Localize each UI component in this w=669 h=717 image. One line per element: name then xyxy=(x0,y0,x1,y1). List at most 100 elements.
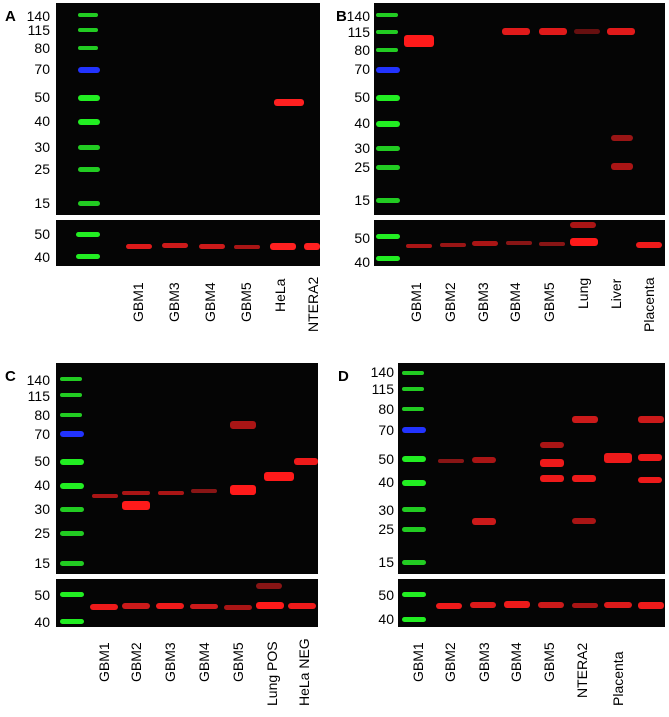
mw-label-25: 25 xyxy=(34,525,50,541)
lane-label: NTERA2 xyxy=(305,276,321,332)
red-band xyxy=(572,416,598,423)
ladder-band xyxy=(376,234,400,239)
lane-label: Liver xyxy=(608,278,624,309)
mw-label-50: 50 xyxy=(34,89,50,105)
red-band xyxy=(638,454,662,461)
lane-label: GBM4 xyxy=(202,282,218,322)
red-band xyxy=(92,494,118,498)
main-blot xyxy=(398,363,665,574)
ladder-band xyxy=(76,254,100,259)
ladder-band xyxy=(60,483,84,489)
red-band xyxy=(638,416,664,423)
mw-label-25: 25 xyxy=(378,521,394,537)
loading-blot xyxy=(398,579,665,627)
red-band xyxy=(572,475,596,482)
mw-label-80: 80 xyxy=(378,401,394,417)
red-band xyxy=(604,453,632,463)
red-band xyxy=(438,459,464,463)
panel-a: A 140 115 80 70 50 40 30 25 15 50 40 GBM… xyxy=(0,0,334,355)
panel-c: C 140 115 80 70 50 40 30 25 15 50 40 xyxy=(0,360,334,717)
mw-label-50: 50 xyxy=(34,587,50,603)
red-band xyxy=(502,28,530,35)
ladder-band xyxy=(402,560,426,565)
mw-label-140: 140 xyxy=(26,8,50,24)
ladder-band xyxy=(376,198,400,203)
lane-label: GBM2 xyxy=(442,642,458,682)
lane-label: GBM1 xyxy=(96,642,112,682)
red-band xyxy=(504,601,530,608)
red-band xyxy=(274,99,304,106)
ladder-band xyxy=(60,561,84,566)
mw-label-80: 80 xyxy=(34,407,50,423)
mw-label-70: 70 xyxy=(34,426,50,442)
red-band xyxy=(540,459,564,467)
ladder-band-blue xyxy=(402,427,426,433)
ladder-band-blue xyxy=(60,431,84,437)
ladder-band xyxy=(60,393,82,397)
mw-label-15: 15 xyxy=(354,192,370,208)
lane-label: GBM4 xyxy=(196,642,212,682)
red-band xyxy=(472,518,496,525)
loading-blot xyxy=(56,579,318,627)
ladder-band xyxy=(376,30,398,34)
red-band xyxy=(539,28,567,35)
ladder-band xyxy=(78,13,98,17)
mw-label-40: 40 xyxy=(354,115,370,131)
red-band xyxy=(256,602,284,609)
ladder-band xyxy=(376,13,398,17)
panel-letter: B xyxy=(336,8,347,25)
lane-label: GBM4 xyxy=(507,282,523,322)
ladder-band-blue xyxy=(78,67,100,73)
red-band xyxy=(440,243,466,247)
loading-blot xyxy=(56,220,320,266)
mw-label-140: 140 xyxy=(346,8,370,24)
ladder-band xyxy=(60,507,84,512)
red-band xyxy=(122,501,150,510)
lane-label: HeLa NEG xyxy=(296,638,312,706)
mw-label-30: 30 xyxy=(34,501,50,517)
lane-label: NTERA2 xyxy=(574,642,590,698)
red-band xyxy=(540,475,564,482)
panel-letter: A xyxy=(5,8,16,25)
ladder-band xyxy=(376,121,400,127)
mw-label-70: 70 xyxy=(354,61,370,77)
red-band xyxy=(572,603,598,608)
mw-label-25: 25 xyxy=(354,159,370,175)
red-band xyxy=(122,491,150,495)
red-band xyxy=(230,485,256,495)
mw-label-70: 70 xyxy=(378,422,394,438)
red-band xyxy=(406,244,432,248)
ladder-band xyxy=(60,377,82,381)
red-band xyxy=(638,602,664,609)
panel-letter: D xyxy=(338,368,349,385)
lane-label: GBM5 xyxy=(541,642,557,682)
red-band xyxy=(190,604,218,609)
mw-label-40: 40 xyxy=(34,249,50,265)
red-band xyxy=(158,491,184,495)
red-band xyxy=(304,243,320,250)
ladder-band xyxy=(78,145,100,150)
ladder-band xyxy=(60,459,84,465)
ladder-band xyxy=(376,165,400,170)
mw-label-40: 40 xyxy=(34,113,50,129)
mw-label-40: 40 xyxy=(378,611,394,627)
mw-label-50: 50 xyxy=(34,226,50,242)
ladder-band xyxy=(402,592,426,597)
red-band xyxy=(199,244,225,249)
red-band xyxy=(230,421,256,429)
mw-label-140: 140 xyxy=(26,372,50,388)
ladder-band xyxy=(60,619,84,624)
mw-label-70: 70 xyxy=(34,61,50,77)
mw-label-40: 40 xyxy=(34,614,50,630)
mw-label-115: 115 xyxy=(371,381,394,397)
panel-d: D 140 115 80 70 50 40 30 25 15 50 40 xyxy=(334,360,669,717)
mw-label-40: 40 xyxy=(378,474,394,490)
main-blot xyxy=(56,3,320,215)
red-band xyxy=(264,472,294,481)
mw-label-50: 50 xyxy=(354,89,370,105)
mw-label-50: 50 xyxy=(378,451,394,467)
ladder-band xyxy=(402,507,426,512)
ladder-band xyxy=(376,256,400,261)
ladder-band xyxy=(60,531,84,536)
red-band xyxy=(270,243,296,250)
